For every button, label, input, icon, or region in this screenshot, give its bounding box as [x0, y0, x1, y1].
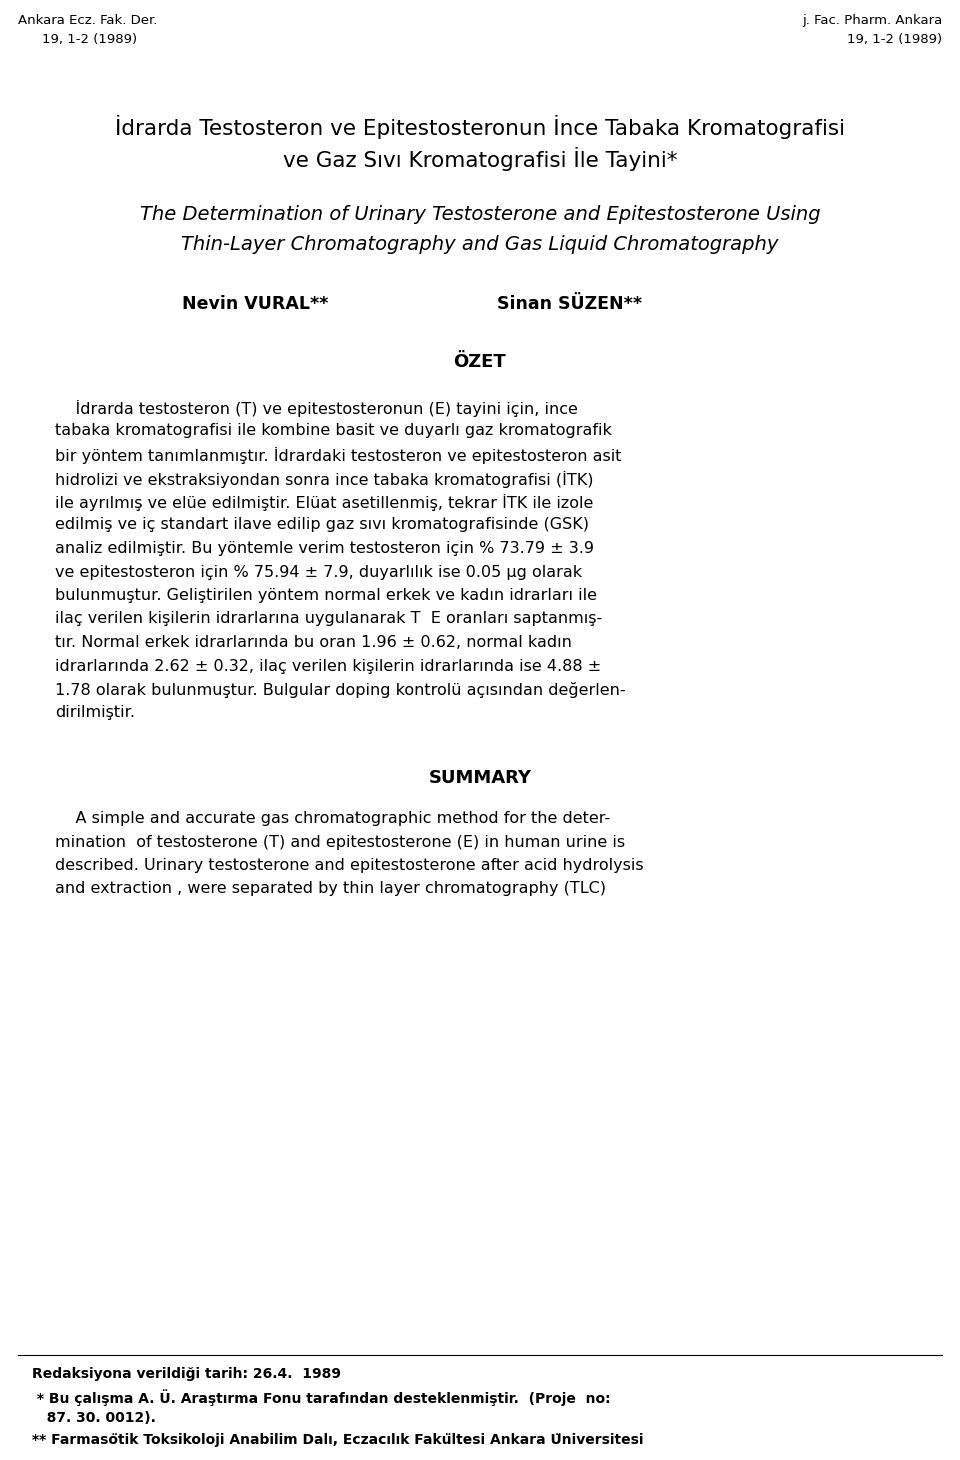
Text: ve epitestosteron için % 75.94 ± 7.9, duyarlılık ise 0.05 μg olarak: ve epitestosteron için % 75.94 ± 7.9, du… — [55, 565, 582, 580]
Text: The Determination of Urinary Testosterone and Epitestosterone Using: The Determination of Urinary Testosteron… — [140, 204, 820, 223]
Text: analiz edilmiştir. Bu yöntemle verim testosteron için % 73.79 ± 3.9: analiz edilmiştir. Bu yöntemle verim tes… — [55, 542, 594, 556]
Text: İdrarda Testosteron ve Epitestosteronun İnce Tabaka Kromatografisi: İdrarda Testosteron ve Epitestosteronun … — [115, 115, 845, 139]
Text: and extraction , were separated by thin layer chromatography (TLC): and extraction , were separated by thin … — [55, 882, 606, 896]
Text: edilmiş ve iç standart ilave edilip gaz sıvı kromatografisinde (GSK): edilmiş ve iç standart ilave edilip gaz … — [55, 517, 589, 533]
Text: described. Urinary testosterone and epitestosterone after acid hydrolysis: described. Urinary testosterone and epit… — [55, 858, 643, 873]
Text: ve Gaz Sıvı Kromatografisi İle Tayini*: ve Gaz Sıvı Kromatografisi İle Tayini* — [283, 147, 677, 171]
Text: hidrolizi ve ekstraksiyondan sonra ince tabaka kromatografisi (İTK): hidrolizi ve ekstraksiyondan sonra ince … — [55, 470, 593, 488]
Text: ile ayrılmış ve elüe edilmiştir. Elüat asetillenmiş, tekrar İTK ile izole: ile ayrılmış ve elüe edilmiştir. Elüat a… — [55, 493, 593, 511]
Text: j. Fac. Pharm. Ankara: j. Fac. Pharm. Ankara — [802, 15, 942, 26]
Text: bulunmuştur. Geliştirilen yöntem normal erkek ve kadın idrarları ile: bulunmuştur. Geliştirilen yöntem normal … — [55, 588, 597, 603]
Text: Nevin VURAL**: Nevin VURAL** — [181, 295, 328, 312]
Text: * Bu çalışma A. Ü. Araştırma Fonu tarafından desteklenmiştir.  (Proje  no:: * Bu çalışma A. Ü. Araştırma Fonu tarafı… — [32, 1388, 611, 1406]
Text: mination  of testosterone (T) and epitestosterone (E) in human urine is: mination of testosterone (T) and epitest… — [55, 835, 625, 850]
Text: ilaç verilen kişilerin idrarlarına uygulanarak T  E oranları saptanmış-: ilaç verilen kişilerin idrarlarına uygul… — [55, 612, 602, 626]
Text: Redaksiyona verildiği tarih: 26.4.  1989: Redaksiyona verildiği tarih: 26.4. 1989 — [32, 1367, 341, 1381]
Text: Sinan SÜZEN**: Sinan SÜZEN** — [497, 295, 642, 312]
Text: ÖZET: ÖZET — [454, 353, 506, 371]
Text: tır. Normal erkek idrarlarında bu oran 1.96 ± 0.62, normal kadın: tır. Normal erkek idrarlarında bu oran 1… — [55, 635, 572, 650]
Text: 19, 1-2 (1989): 19, 1-2 (1989) — [847, 34, 942, 47]
Text: 87. 30. 0012).: 87. 30. 0012). — [32, 1410, 156, 1425]
Text: 1.78 olarak bulunmuştur. Bulgular doping kontrolü açısından değerlen-: 1.78 olarak bulunmuştur. Bulgular doping… — [55, 682, 626, 698]
Text: Thin-Layer Chromatography and Gas Liquid Chromatography: Thin-Layer Chromatography and Gas Liquid… — [181, 235, 779, 254]
Text: ** Farmasötik Toksikoloji Anabilim Dalı, Eczacılık Fakültesi Ankara Üniversit: ** Farmasötik Toksikoloji Anabilim Dalı… — [32, 1434, 643, 1447]
Text: SUMMARY: SUMMARY — [428, 769, 532, 787]
Text: idrarlarında 2.62 ± 0.32, ilaç verilen kişilerin idrarlarında ise 4.88 ±: idrarlarında 2.62 ± 0.32, ilaç verilen k… — [55, 658, 601, 673]
Text: Ankara Ecz. Fak. Der.: Ankara Ecz. Fak. Der. — [18, 15, 157, 26]
Text: İdrarda testosteron (T) ve epitestosteronun (E) tayini için, ince: İdrarda testosteron (T) ve epitestostero… — [55, 400, 578, 418]
Text: 19, 1-2 (1989): 19, 1-2 (1989) — [42, 34, 137, 47]
Text: A simple and accurate gas chromatographic method for the deter-: A simple and accurate gas chromatographi… — [55, 810, 611, 826]
Text: bir yöntem tanımlanmıştır. İdrardaki testosteron ve epitestosteron asit: bir yöntem tanımlanmıştır. İdrardaki tes… — [55, 447, 621, 464]
Text: tabaka kromatografisi ile kombine basit ve duyarlı gaz kromatografik: tabaka kromatografisi ile kombine basit … — [55, 423, 612, 438]
Text: dirilmiştir.: dirilmiştir. — [55, 705, 135, 720]
